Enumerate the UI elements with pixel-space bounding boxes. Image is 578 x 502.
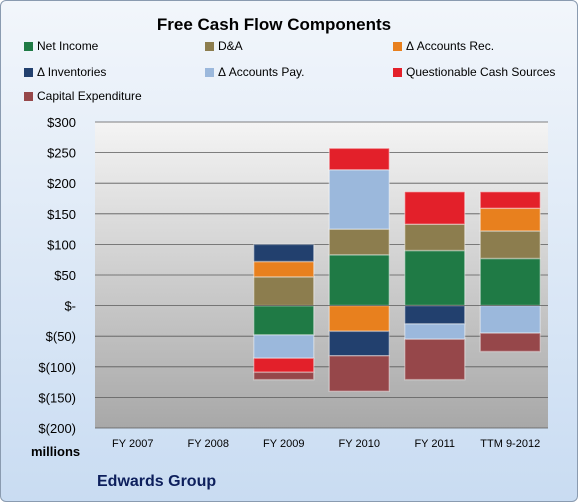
y-tick-label: $100: [47, 237, 76, 252]
x-tick-label: TTM 9-2012: [480, 438, 540, 450]
legend-item-questionable: Questionable Cash Sources: [393, 65, 555, 79]
bar-segment: [328, 147, 390, 171]
legend-swatch: [205, 42, 214, 51]
legend-item-capex: Capital Expenditure: [24, 89, 142, 103]
legend-item-accounts-pay: Δ Accounts Pay.: [205, 65, 305, 79]
bar-segment: [328, 168, 390, 230]
x-tick-label: FY 2007: [112, 438, 153, 450]
legend-label: Δ Accounts Pay.: [218, 65, 305, 79]
bar-segment: [404, 223, 466, 252]
legend-label: D&A: [218, 39, 243, 53]
bar-segment: [404, 323, 466, 341]
legend-swatch: [24, 68, 33, 77]
bar-segment: [253, 243, 315, 263]
legend-swatch: [205, 68, 214, 77]
bar-segment: [253, 371, 315, 381]
y-tick-label: $(50): [46, 329, 76, 344]
bar-segment: [479, 257, 541, 307]
legend-item-inventories: Δ Inventories: [24, 65, 106, 79]
legend-swatch: [393, 68, 402, 77]
legend-label: Net Income: [37, 39, 99, 53]
legend-item-accounts-rec: Δ Accounts Rec.: [393, 39, 494, 53]
chart-title: Free Cash Flow Components: [156, 15, 392, 34]
bar-segment: [479, 207, 541, 232]
company-name: Edwards Group: [97, 473, 217, 490]
legend-label: Δ Accounts Rec.: [406, 39, 495, 53]
bar-segment: [328, 355, 390, 393]
bar-segment: [328, 304, 390, 333]
y-tick-label: $200: [47, 176, 76, 191]
bar-segment: [404, 191, 466, 225]
bar-segment: [253, 304, 315, 336]
legend-item-net-income: Net Income: [24, 39, 98, 53]
bar-segment: [479, 304, 541, 334]
y-tick-label: $(200): [38, 421, 76, 436]
units-label: millions: [31, 444, 81, 459]
legend-item-da: D&A: [205, 39, 243, 53]
bar-segment: [253, 260, 315, 278]
x-tick-label: FY 2010: [339, 438, 380, 450]
x-tick-label: FY 2008: [188, 438, 229, 450]
bar-segment: [479, 191, 541, 210]
bar-segment: [328, 228, 390, 256]
legend-swatch: [393, 42, 402, 51]
legend-label: Questionable Cash Sources: [406, 65, 556, 79]
bar-segment: [404, 304, 466, 325]
bar-segment: [253, 357, 315, 374]
y-tick-label: $-: [64, 299, 76, 314]
y-tick-label: $300: [47, 115, 76, 130]
x-tick-label: FY 2009: [263, 438, 304, 450]
bar-segment: [479, 230, 541, 260]
legend-label: Capital Expenditure: [37, 89, 142, 103]
y-tick-label: $50: [54, 268, 76, 283]
bar-segment: [253, 334, 315, 359]
bar-segment: [404, 249, 466, 307]
bar-segment: [328, 330, 390, 357]
y-tick-label: $150: [47, 207, 76, 222]
x-tick-label: FY 2011: [414, 438, 455, 450]
legend-label: Δ Inventories: [37, 65, 107, 79]
legend-swatch: [24, 92, 33, 101]
legend-swatch: [24, 42, 33, 51]
bar-segment: [479, 332, 541, 353]
y-tick-label: $250: [47, 146, 76, 161]
bar-segment: [328, 254, 390, 307]
y-tick-label: $(100): [38, 360, 76, 375]
bar-segment: [404, 338, 466, 381]
bar-segment: [253, 276, 315, 307]
y-tick-label: $(150): [38, 390, 76, 405]
